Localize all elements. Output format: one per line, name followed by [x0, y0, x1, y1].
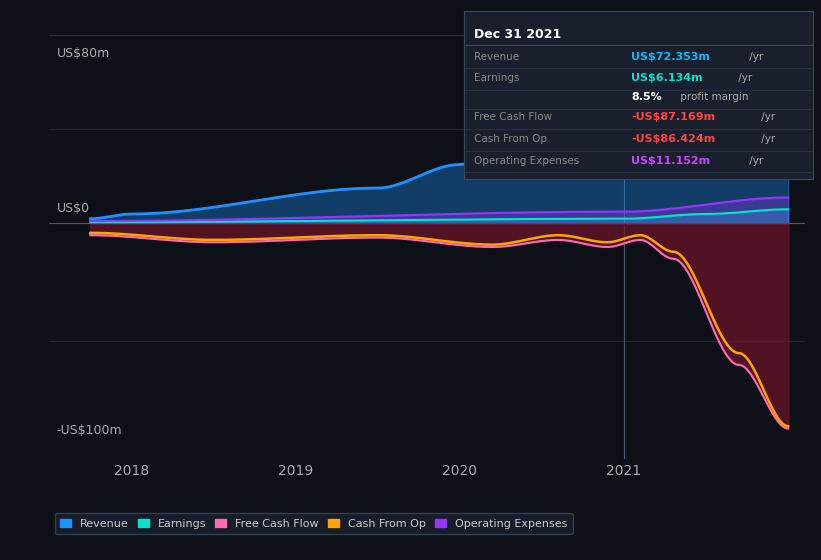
Text: /yr: /yr — [746, 156, 764, 166]
Text: /yr: /yr — [758, 134, 775, 144]
Text: Dec 31 2021: Dec 31 2021 — [475, 28, 562, 41]
Text: US$6.134m: US$6.134m — [631, 73, 703, 83]
Text: US$11.152m: US$11.152m — [631, 156, 710, 166]
Text: Operating Expenses: Operating Expenses — [475, 156, 580, 166]
Legend: Revenue, Earnings, Free Cash Flow, Cash From Op, Operating Expenses: Revenue, Earnings, Free Cash Flow, Cash … — [55, 513, 572, 534]
Text: /yr: /yr — [758, 112, 775, 122]
Text: /yr: /yr — [746, 52, 764, 62]
Text: US$80m: US$80m — [57, 47, 110, 60]
Text: US$72.353m: US$72.353m — [631, 52, 710, 62]
Text: US$0: US$0 — [57, 202, 90, 215]
Text: Revenue: Revenue — [475, 52, 520, 62]
Text: -US$86.424m: -US$86.424m — [631, 134, 716, 144]
Text: Free Cash Flow: Free Cash Flow — [475, 112, 553, 122]
Text: profit margin: profit margin — [677, 92, 749, 102]
Text: -US$87.169m: -US$87.169m — [631, 112, 715, 122]
Text: /yr: /yr — [735, 73, 752, 83]
Text: 8.5%: 8.5% — [631, 92, 662, 102]
Text: Earnings: Earnings — [475, 73, 520, 83]
Text: Cash From Op: Cash From Op — [475, 134, 548, 144]
Text: -US$100m: -US$100m — [57, 424, 122, 437]
